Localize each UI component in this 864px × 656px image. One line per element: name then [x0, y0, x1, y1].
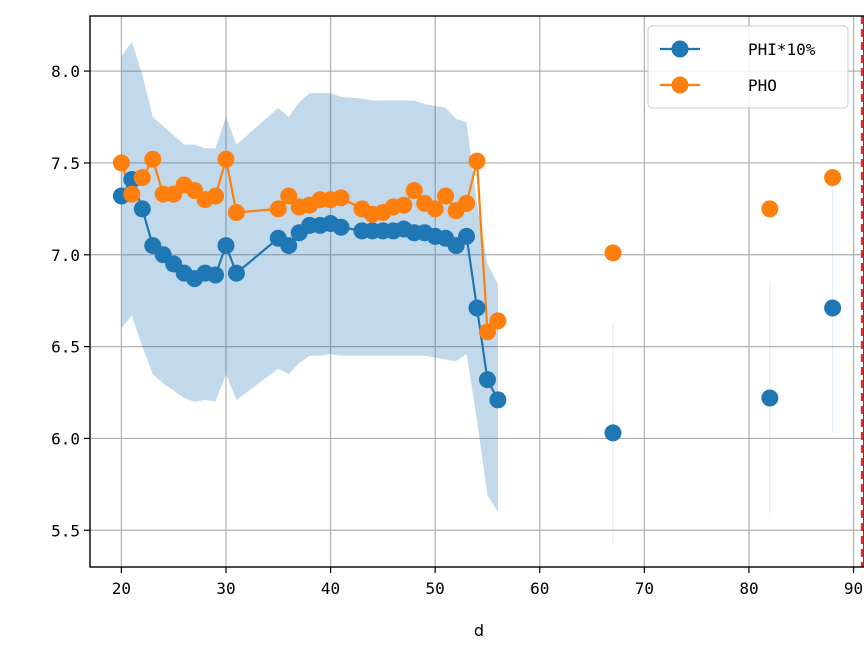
data-point: [269, 200, 287, 218]
data-point: [227, 264, 245, 282]
data-point: [468, 299, 486, 317]
confidence-band: [121, 41, 498, 512]
data-point: [133, 169, 151, 187]
data-point: [405, 181, 423, 199]
x-tick-label: 20: [112, 579, 131, 598]
y-tick-label: 5.5: [51, 521, 80, 540]
data-point: [824, 299, 842, 317]
x-axis-label: d: [474, 621, 484, 640]
x-tick-label: 60: [530, 579, 549, 598]
y-tick-label: 8.0: [51, 62, 80, 81]
data-point: [478, 323, 496, 341]
data-point: [426, 200, 444, 218]
data-point: [468, 152, 486, 170]
data-point: [280, 187, 298, 205]
data-point: [604, 244, 622, 262]
data-point: [478, 371, 496, 389]
data-point: [133, 200, 151, 218]
plot-frame: [89, 15, 864, 568]
data-point: [395, 196, 413, 214]
plot-area: 20 30 40 50 60 70 80 90 5.5 6.0 6.5 7.0 7.5 8.0: [51, 15, 864, 598]
x-tick-label: 80: [739, 579, 758, 598]
data-point: [489, 391, 507, 409]
legend-marker: [671, 40, 689, 58]
data-point: [437, 187, 455, 205]
data-point: [332, 218, 350, 236]
data-point: [604, 424, 622, 442]
x-tick-label: 30: [216, 579, 235, 598]
data-point: [217, 237, 235, 255]
legend-label: PHO: [748, 76, 777, 95]
data-point: [458, 227, 476, 245]
x-tick-label: 90: [844, 579, 863, 598]
x-tick-label: 50: [426, 579, 445, 598]
data-point: [207, 266, 225, 284]
data-point: [227, 204, 245, 222]
legend-box: [647, 25, 849, 109]
data-point: [112, 154, 130, 172]
x-tick-label: 70: [635, 579, 654, 598]
plot-content: [112, 41, 842, 545]
data-point: [217, 150, 235, 168]
y-tick-label: 7.0: [51, 246, 80, 265]
data-point: [824, 169, 842, 187]
data-point: [489, 312, 507, 330]
data-point: [458, 194, 476, 212]
data-point: [123, 185, 141, 203]
data-point: [207, 187, 225, 205]
data-point: [761, 200, 779, 218]
data-point: [144, 150, 162, 168]
x-tick-label: 40: [321, 579, 340, 598]
data-point: [761, 389, 779, 407]
data-point: [332, 189, 350, 207]
legend: PHI*10% PHO: [647, 25, 849, 109]
y-tick-label: 7.5: [51, 154, 80, 173]
y-tick-label: 6.0: [51, 429, 80, 448]
legend-label: PHI*10%: [748, 40, 816, 59]
data-point: [280, 237, 298, 255]
y-tick-label: 6.5: [51, 338, 80, 357]
legend-marker: [671, 76, 689, 94]
